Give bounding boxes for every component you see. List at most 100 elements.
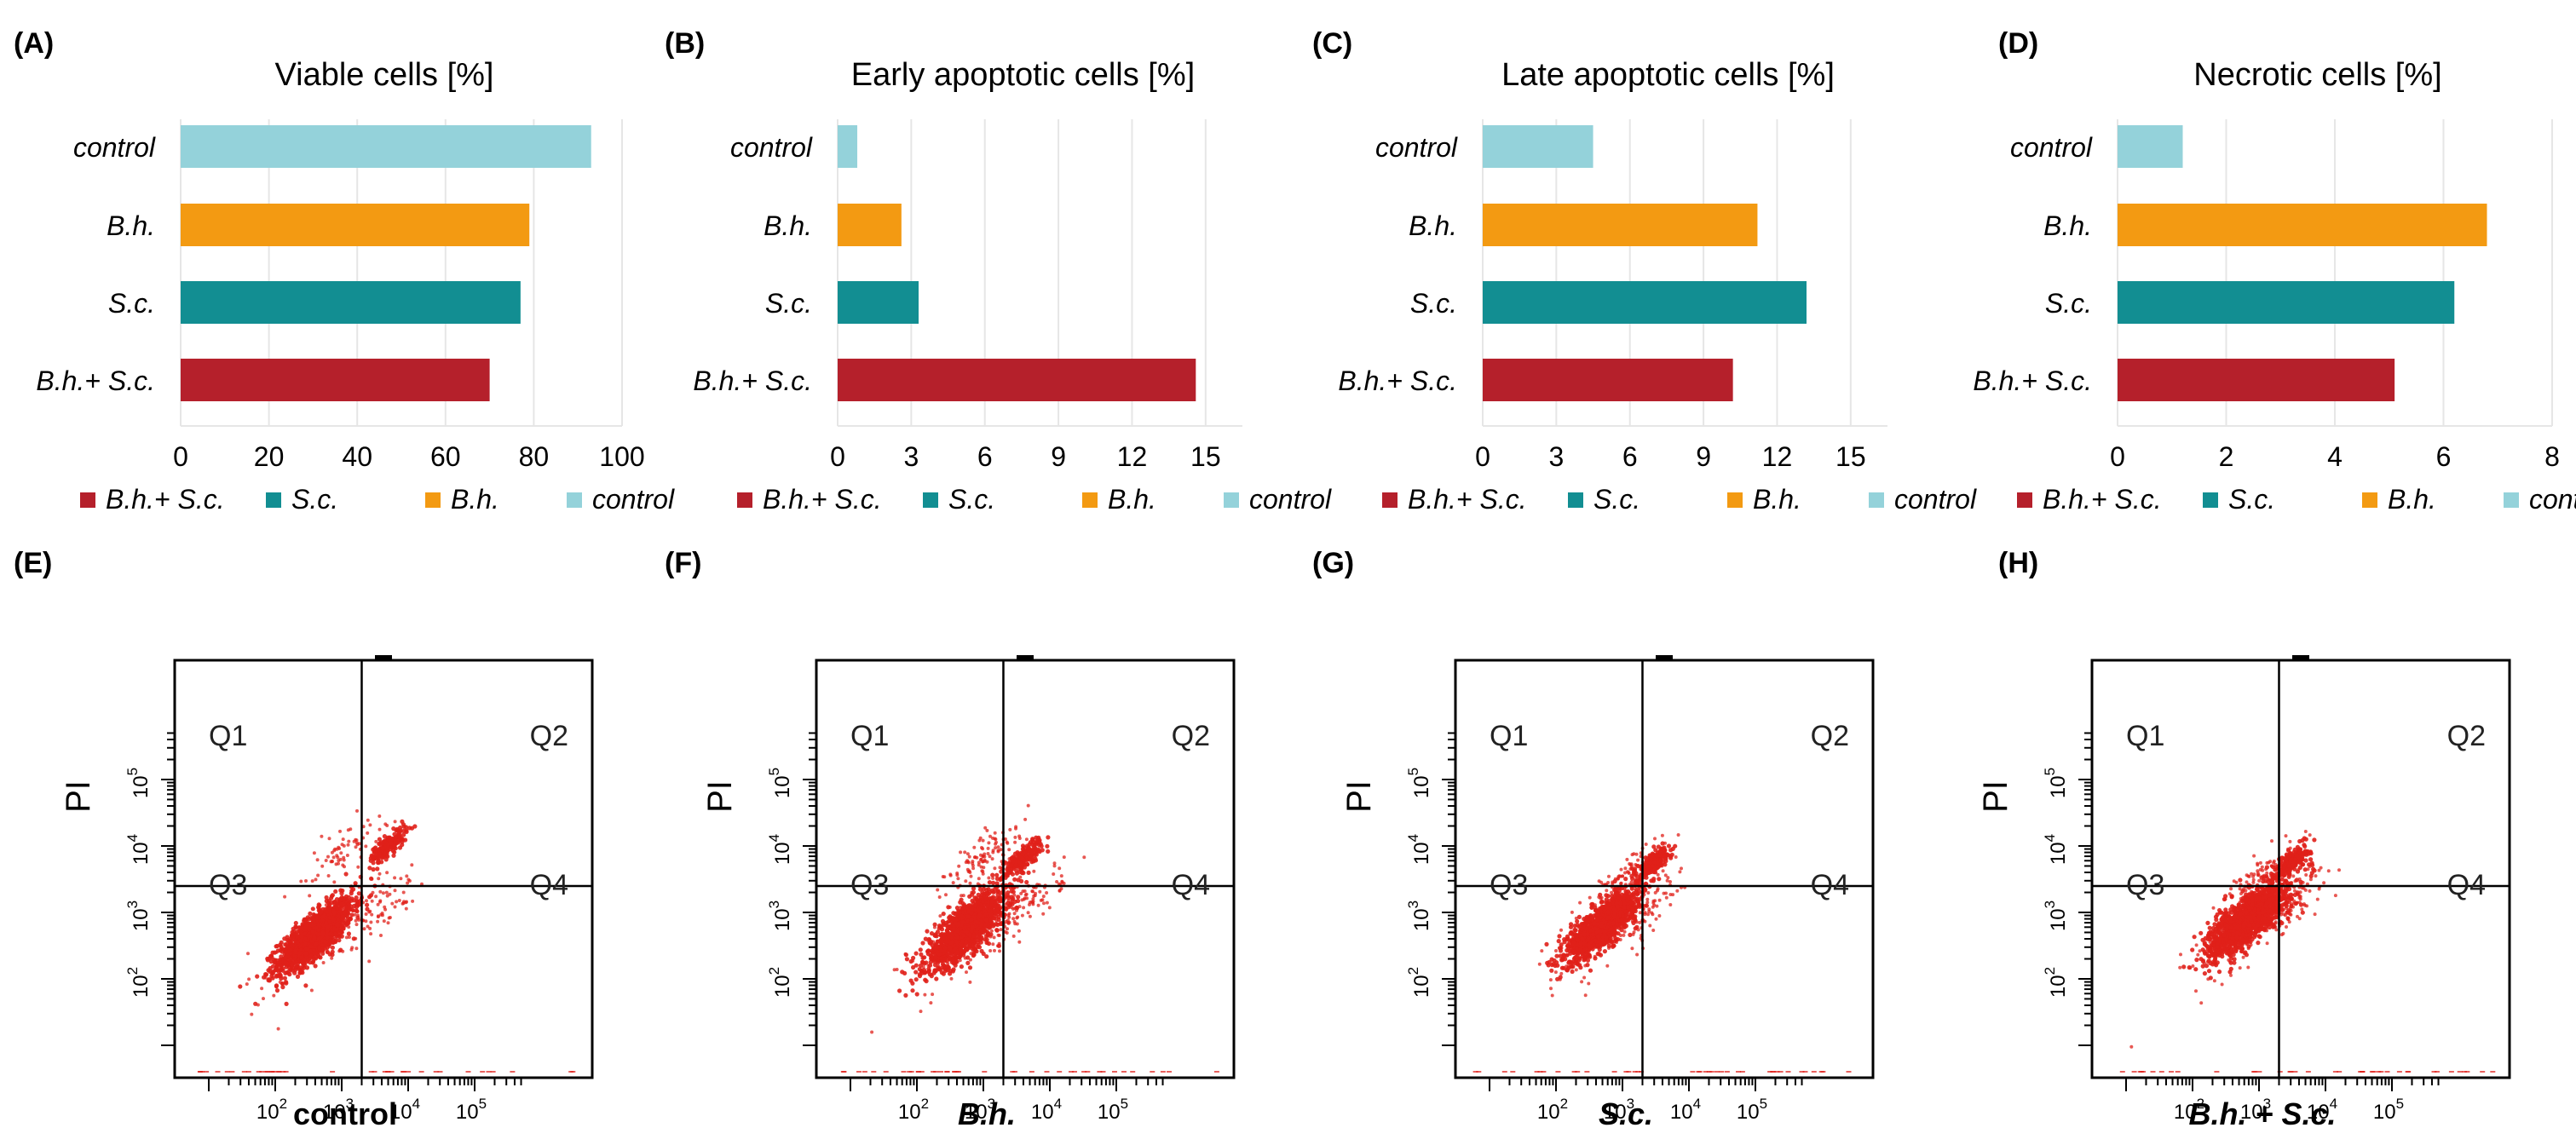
event-dot [407, 879, 412, 883]
event-dot [375, 866, 380, 872]
event-dot [993, 831, 997, 835]
bar-control [2118, 125, 2183, 168]
event-dot [294, 959, 299, 964]
event-dot [342, 843, 346, 848]
event-dot [930, 973, 934, 976]
event-dot [936, 888, 940, 892]
event-dot [255, 974, 260, 979]
event-dot [320, 946, 325, 951]
event-dot [1062, 855, 1066, 860]
quadrant-label-q3: Q3 [209, 869, 247, 901]
event-dot [964, 879, 968, 883]
event-dot [1085, 1071, 1091, 1073]
event-dot [989, 899, 994, 904]
event-dot [382, 839, 387, 844]
event-dot [341, 863, 345, 867]
event-dot [1026, 870, 1031, 875]
event-dot [959, 964, 964, 970]
event-dot [337, 949, 342, 953]
event-dot [341, 837, 345, 842]
event-dot [1100, 1071, 1106, 1073]
event-dot [960, 906, 964, 911]
event-dot [993, 917, 997, 921]
event-dot [324, 903, 328, 907]
event-dot [356, 865, 360, 869]
event-dot [1026, 803, 1030, 808]
event-dot [241, 1071, 247, 1073]
legend-swatch-b-h [1727, 492, 1743, 508]
event-dot [959, 850, 963, 854]
tick-label: 40 [342, 441, 372, 472]
event-dot [215, 1071, 221, 1073]
event-dot [311, 937, 315, 941]
event-dot [996, 933, 1000, 937]
event-dot [274, 943, 279, 949]
event-dot [999, 928, 1003, 932]
event-dot [935, 939, 940, 944]
event-dot [920, 941, 925, 946]
tick-exponent: 4 [412, 1096, 420, 1112]
event-dot [958, 917, 961, 921]
event-dot [344, 935, 349, 940]
event-dot [367, 959, 372, 964]
event-dot [1017, 905, 1022, 909]
event-dot [931, 940, 936, 944]
event-dot [377, 827, 382, 831]
event-dot [1028, 900, 1032, 905]
event-dot [958, 946, 963, 952]
event-dot [283, 895, 287, 899]
event-dot [983, 934, 989, 939]
y-tick-label: 105 [766, 768, 794, 798]
event-dot [275, 958, 279, 962]
event-dot [1006, 870, 1011, 876]
event-dot [960, 932, 965, 936]
event-dot [403, 825, 409, 830]
bar-control [1483, 125, 1593, 168]
event-dot [365, 899, 368, 903]
event-dot [341, 949, 345, 953]
tick-label: 9 [1051, 441, 1066, 472]
event-dot [936, 964, 941, 969]
event-dot [1023, 889, 1027, 893]
tick-exponent: 3 [766, 900, 782, 908]
event-dot [1023, 817, 1028, 821]
event-dot [1011, 934, 1016, 938]
event-dot [975, 923, 979, 928]
event-dot [995, 889, 1000, 894]
tick-label: 100 [599, 441, 644, 472]
event-dot [354, 918, 358, 923]
event-dot [328, 931, 334, 936]
event-dot [1006, 893, 1010, 897]
event-dot [1062, 881, 1066, 885]
event-dot [376, 860, 381, 866]
event-dot [327, 945, 331, 949]
event-dot [971, 949, 975, 953]
event-dot [938, 933, 943, 938]
y-tick-label: 104 [124, 834, 153, 865]
tick-label: 0 [1475, 441, 1490, 472]
event-dot [356, 891, 361, 896]
event-dot [944, 1071, 950, 1073]
legend-label: B.h. [2388, 484, 2436, 515]
event-dot [967, 894, 972, 899]
event-dots [197, 808, 576, 1073]
legend-swatch-b-h-s-c [1382, 492, 1397, 508]
panel-label: (G) [1312, 547, 1354, 579]
panel-label: (A) [14, 27, 54, 60]
event-dot [991, 850, 995, 854]
event-dot [376, 914, 380, 918]
event-dot [370, 899, 374, 903]
event-dot [310, 879, 314, 883]
event-dot [403, 837, 408, 843]
event-dot [365, 906, 370, 912]
event-dot [1033, 894, 1037, 898]
event-dot [309, 942, 314, 946]
frame-marker [1017, 655, 1034, 660]
bar-control [838, 125, 858, 168]
event-dot [1018, 875, 1023, 879]
event-dot [972, 895, 977, 900]
event-dot [338, 857, 343, 861]
event-dot [330, 945, 335, 950]
event-dot [901, 1071, 907, 1073]
quadrant-label-q4: Q4 [1172, 869, 1210, 901]
